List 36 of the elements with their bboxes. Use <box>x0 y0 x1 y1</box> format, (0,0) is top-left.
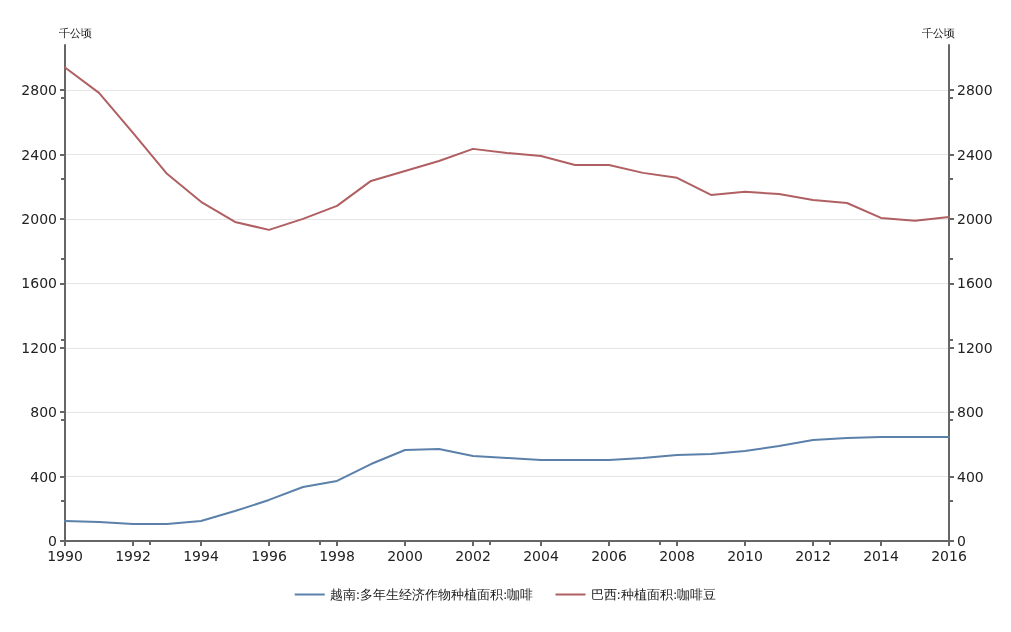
x-tick-label: 1996 <box>251 548 287 564</box>
y2-tick-label: 0 <box>957 533 966 549</box>
x-tick-label: 2016 <box>931 548 967 564</box>
y-axis-title: 千公顷 <box>59 27 92 40</box>
y-tick-label: 2400 <box>21 146 57 163</box>
x-tick-label: 1998 <box>319 548 355 564</box>
x-tick-label: 2004 <box>523 548 559 564</box>
x-tick-label: 1994 <box>183 548 219 564</box>
line-series <box>64 66 950 231</box>
x-tick-label: 2012 <box>795 548 831 564</box>
x-tick-label: 2014 <box>863 548 899 564</box>
y2-axis-title: 千公顷 <box>922 27 955 40</box>
x-tick-label: 2008 <box>659 548 695 564</box>
legend-label: 越南:多年生经济作物种植面积:咖啡 <box>329 587 534 602</box>
y-tick-label: 2800 <box>21 82 57 99</box>
y2-tick-label: 800 <box>957 404 984 421</box>
y2-tick-label: 1600 <box>957 275 993 292</box>
y-tick-label: 800 <box>30 404 57 421</box>
y-tick-label: 400 <box>30 468 57 485</box>
y-tick-label: 1200 <box>21 339 57 356</box>
x-tick-label: 2006 <box>591 548 627 564</box>
y2-tick-label: 2800 <box>957 82 993 99</box>
x-tick-label: 1990 <box>47 548 83 564</box>
y-tick-label: 2000 <box>21 210 57 227</box>
y-tick-label: 0 <box>48 533 57 549</box>
y-tick-label: 1600 <box>21 275 57 292</box>
x-tick-label: 2002 <box>455 548 491 564</box>
legend-label: 巴西:种植面积:咖啡豆 <box>590 587 717 602</box>
y2-tick-label: 2000 <box>957 210 993 227</box>
x-tick-label: 2000 <box>387 548 423 564</box>
y2-tick-label: 400 <box>957 468 984 485</box>
y2-tick-label: 1200 <box>957 339 993 356</box>
line-series <box>64 435 950 525</box>
y2-tick-label: 2400 <box>957 146 993 163</box>
x-tick-label: 1992 <box>115 548 151 564</box>
x-tick-label: 2010 <box>727 548 763 564</box>
